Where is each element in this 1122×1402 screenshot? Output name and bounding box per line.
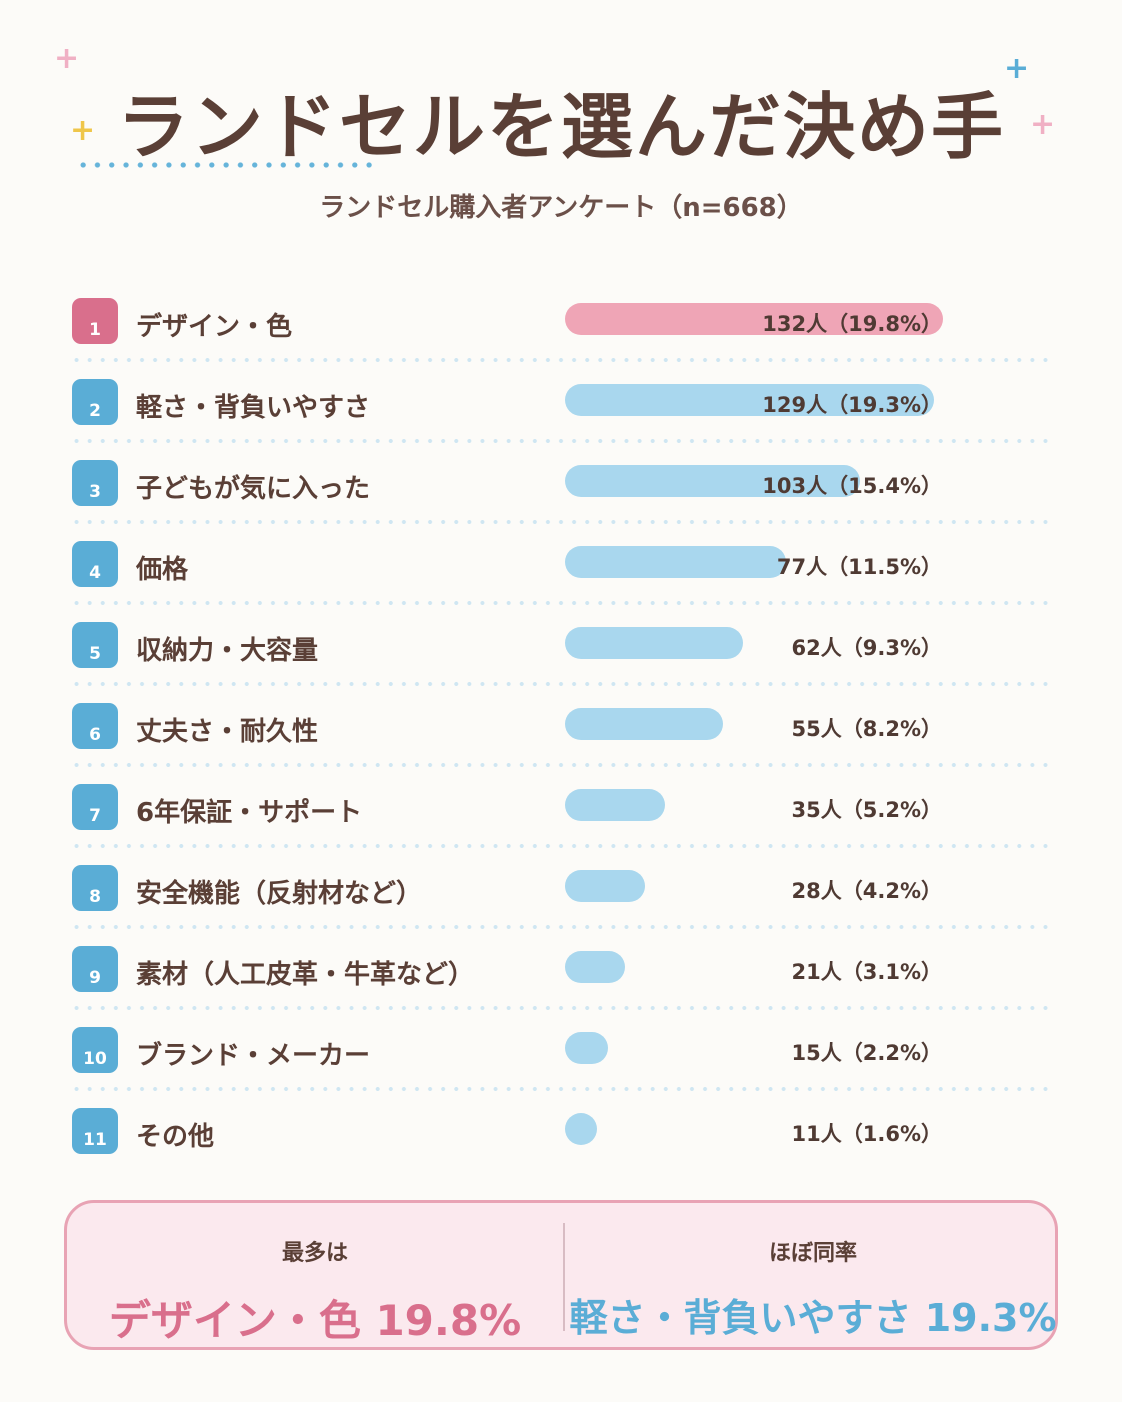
bar <box>565 1113 597 1145</box>
sparkle-icon: + <box>1004 51 1030 86</box>
value-label: 132人（19.8%） <box>762 312 942 336</box>
rank-badge: 11 <box>72 1108 118 1154</box>
bar <box>565 627 743 659</box>
value-label: 62人（9.3%） <box>791 636 942 660</box>
summary-panel: 最多は デザイン・色 19.8% ほぼ同率 軽さ・背負いやすさ 19.3% <box>64 1200 1058 1350</box>
row-separator <box>70 681 1048 687</box>
category-label: 収納力・大容量 <box>136 636 319 666</box>
summary-second-item: ほぼ同率 軽さ・背負いやすさ 19.3% <box>565 1203 1061 1353</box>
summary-left-caption: 最多は <box>281 1241 348 1266</box>
chart-row: 4 価格 77人（11.5%） <box>70 525 1050 606</box>
rank-badge: 8 <box>72 865 118 911</box>
rank-badge: 3 <box>72 460 118 506</box>
row-separator <box>70 1005 1048 1011</box>
chart-row: 3 子どもが気に入った 103人（15.4%） <box>70 444 1050 525</box>
chart-row: 7 6年保証・サポート 35人（5.2%） <box>70 768 1050 849</box>
rank-badge: 4 <box>72 541 118 587</box>
value-label: 28人（4.2%） <box>791 879 942 903</box>
summary-divider <box>563 1223 565 1331</box>
ranking-chart: 1 デザイン・色 132人（19.8%） 2 軽さ・背負いやすさ 129人（19.3%） 3… <box>70 282 1050 1173</box>
bar <box>565 1032 608 1064</box>
summary-right-value: 軽さ・背負いやすさ 19.3% <box>569 1296 1057 1340</box>
value-label: 11人（1.6%） <box>791 1122 942 1146</box>
chart-subtitle: ランドセル購入者アンケート（n=668） <box>319 193 803 223</box>
category-label: ブランド・メーカー <box>136 1041 371 1071</box>
category-label: 子どもが気に入った <box>136 474 371 504</box>
category-label: 軽さ・背負いやすさ <box>136 393 371 423</box>
chart-row: 5 収納力・大容量 62人（9.3%） <box>70 606 1050 687</box>
chart-row: 10 ブランド・メーカー 15人（2.2%） <box>70 1011 1050 1092</box>
category-label: 6年保証・サポート <box>136 798 363 828</box>
row-separator <box>70 600 1048 606</box>
summary-right-caption: ほぼ同率 <box>768 1241 857 1266</box>
chart-row: 2 軽さ・背負いやすさ 129人（19.3%） <box>70 363 1050 444</box>
sparkle-icon: + <box>1030 107 1056 142</box>
bar <box>565 546 786 578</box>
row-separator <box>70 762 1048 768</box>
category-label: 素材（人工皮革・牛革など） <box>136 960 475 990</box>
bar <box>565 708 723 740</box>
bar <box>565 951 625 983</box>
category-label: デザイン・色 <box>136 312 293 342</box>
chart-row: 9 素材（人工皮革・牛革など） 21人（3.1%） <box>70 930 1050 1011</box>
value-label: 103人（15.4%） <box>762 474 942 498</box>
rank-badge: 2 <box>72 379 118 425</box>
row-separator <box>70 438 1048 444</box>
chart-row: 11 その他 11人（1.6%） <box>70 1092 1050 1173</box>
value-label: 35人（5.2%） <box>791 798 942 822</box>
bar <box>565 303 943 335</box>
value-label: 129人（19.3%） <box>762 393 942 417</box>
rank-badge: 5 <box>72 622 118 668</box>
row-separator <box>70 519 1048 525</box>
summary-left-value: デザイン・色 19.8% <box>108 1296 522 1345</box>
sparkle-icon: + <box>70 113 96 148</box>
row-separator <box>70 357 1048 363</box>
rank-badge: 6 <box>72 703 118 749</box>
value-label: 77人（11.5%） <box>776 555 942 579</box>
category-label: その他 <box>136 1122 215 1152</box>
category-label: 価格 <box>136 555 189 585</box>
sparkle-icon: + <box>54 41 80 76</box>
bar <box>565 789 665 821</box>
bar <box>565 465 860 497</box>
summary-top-item: 最多は デザイン・色 19.8% <box>67 1203 563 1353</box>
chart-row: 6 丈夫さ・耐久性 55人（8.2%） <box>70 687 1050 768</box>
row-separator <box>70 843 1048 849</box>
value-label: 21人（3.1%） <box>791 960 942 984</box>
row-separator <box>70 924 1048 930</box>
rank-badge: 1 <box>72 298 118 344</box>
category-label: 丈夫さ・耐久性 <box>136 717 319 747</box>
chart-row: 8 安全機能（反射材など） 28人（4.2%） <box>70 849 1050 930</box>
rank-badge: 7 <box>72 784 118 830</box>
title-dotted-underline <box>76 160 376 170</box>
rank-badge: 10 <box>72 1027 118 1073</box>
rank-badge: 9 <box>72 946 118 992</box>
row-separator <box>70 1086 1048 1092</box>
chart-title: ランドセルを選んだ決め手 <box>116 85 1005 169</box>
bar <box>565 384 934 416</box>
value-label: 55人（8.2%） <box>791 717 942 741</box>
bar <box>565 870 645 902</box>
value-label: 15人（2.2%） <box>791 1041 942 1065</box>
category-label: 安全機能（反射材など） <box>136 879 423 909</box>
chart-row: 1 デザイン・色 132人（19.8%） <box>70 282 1050 363</box>
